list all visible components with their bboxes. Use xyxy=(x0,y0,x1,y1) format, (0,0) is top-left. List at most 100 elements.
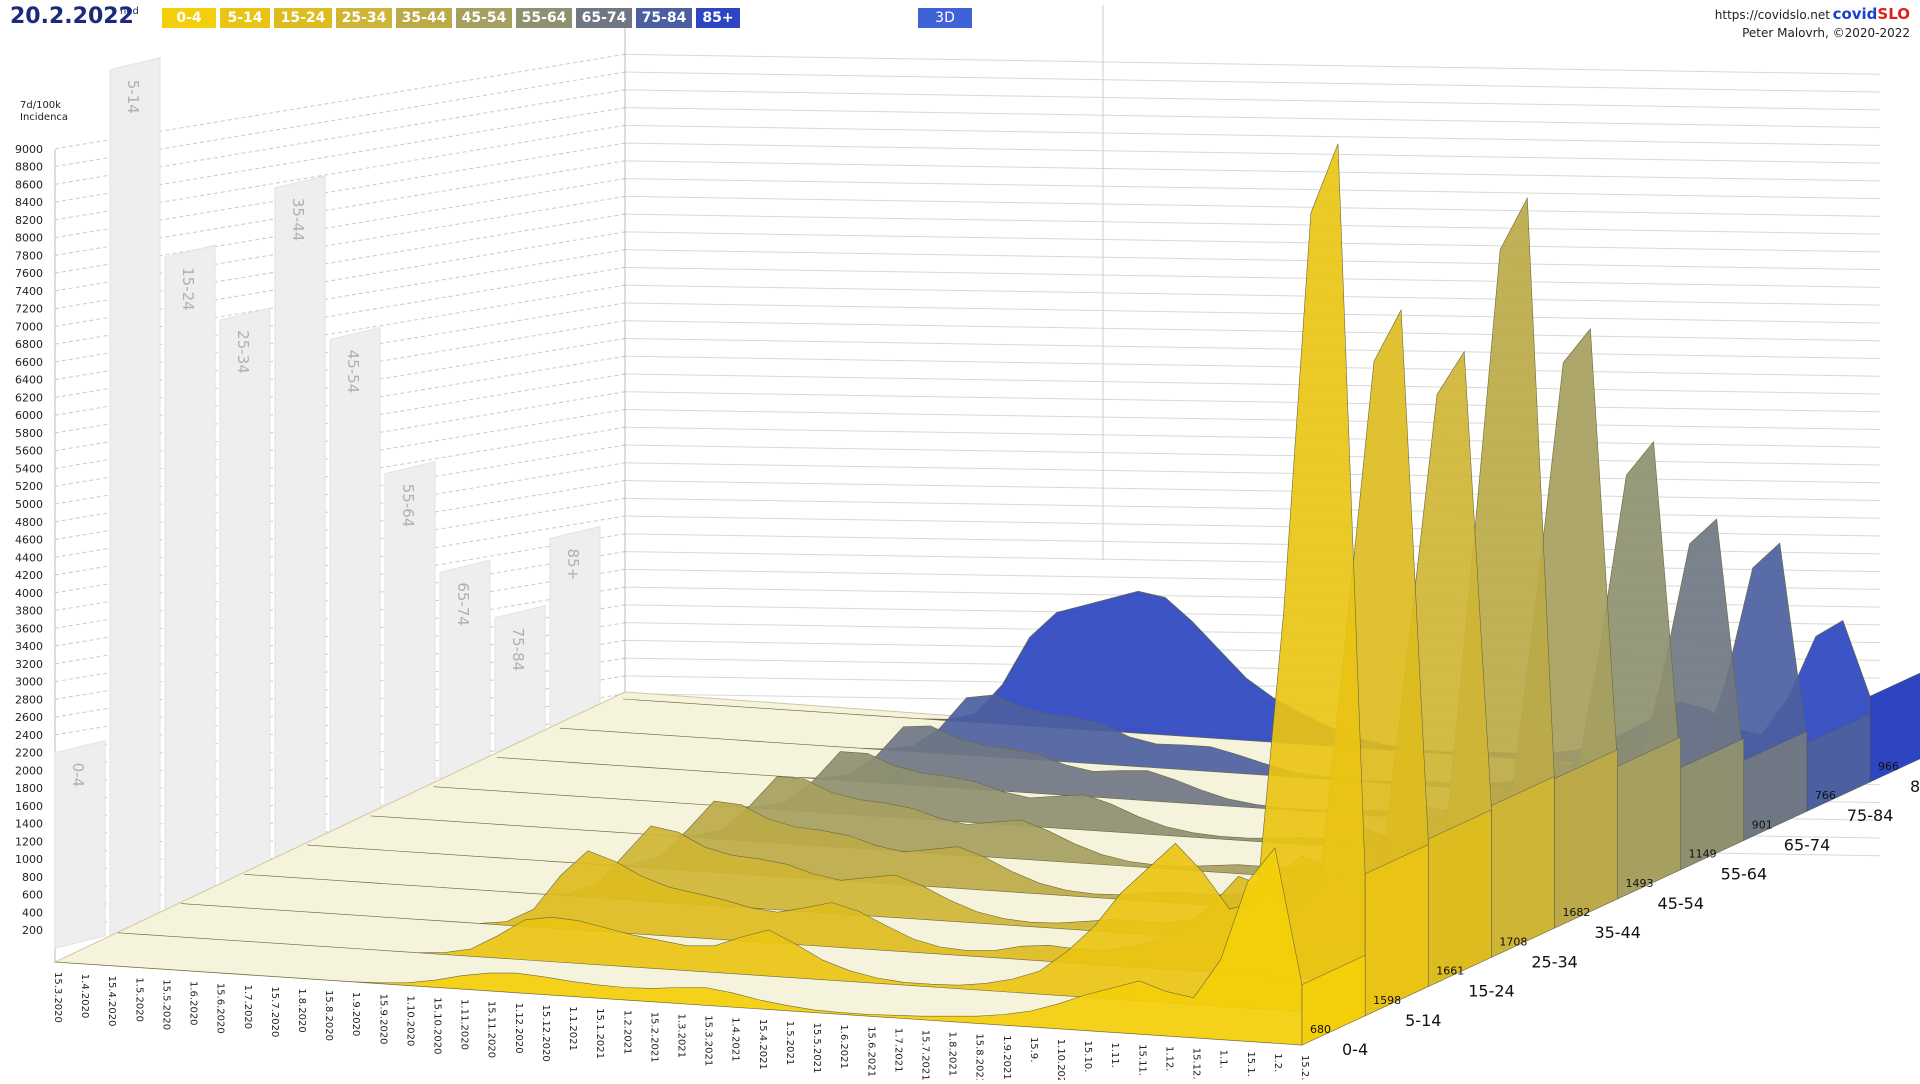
front-slab-25-34 xyxy=(1491,776,1555,958)
x-tick-label: 1.8.2020 xyxy=(296,988,307,1033)
x-tick-label: 1.5.2021 xyxy=(784,1021,795,1066)
y-tick-label: 2200 xyxy=(15,747,43,760)
age-button-0-4[interactable]: 0-4 xyxy=(162,8,216,28)
age-button-55-64[interactable]: 55-64 xyxy=(516,8,572,28)
peak-bar-15-24 xyxy=(164,244,216,933)
brand-part1: covid xyxy=(1832,5,1878,23)
y-tick-label: 400 xyxy=(22,906,43,919)
current-value-5-14: 1598 xyxy=(1373,994,1401,1007)
grid-line-back xyxy=(624,568,1881,590)
grid-line-left xyxy=(54,266,626,363)
grid-line-left xyxy=(54,284,626,381)
grid-line-back xyxy=(624,160,1881,182)
weekday-label: ned xyxy=(120,6,139,17)
series-label-65-74: 65-74 xyxy=(1784,835,1831,854)
series-label-85+: 85+ xyxy=(1910,777,1920,796)
grid-line-back xyxy=(624,231,1881,253)
y-tick-label: 3600 xyxy=(15,622,43,635)
age-button-35-44[interactable]: 35-44 xyxy=(396,8,452,28)
y-tick-label: 2600 xyxy=(15,711,43,724)
peak-label: 25-34 xyxy=(234,330,252,374)
x-tick-label: 1.11. xyxy=(1109,1042,1120,1067)
peak-label: 75-84 xyxy=(509,628,527,672)
y-tick-label: 1200 xyxy=(15,835,43,848)
series-ridges: 966 85+ 766 75-84 901 65-74 1149 55-64 1493 45-54… xyxy=(54,143,1920,1059)
grid-line-back xyxy=(624,337,1881,359)
x-tick-label: 15.8.2020 xyxy=(323,990,334,1041)
y-tick-label: 200 xyxy=(22,924,43,937)
y-tick-label: 4400 xyxy=(15,551,43,564)
grid-line-left xyxy=(54,142,626,239)
x-tick-label: 15.6.2021 xyxy=(865,1026,876,1077)
y-tick-label: 3000 xyxy=(15,676,43,689)
grid-line-back xyxy=(624,604,1881,626)
x-tick-label: 15.10. xyxy=(1082,1041,1093,1073)
y-tick-label: 7000 xyxy=(15,320,43,333)
grid-line-left xyxy=(54,89,626,185)
y-tick-label: 4200 xyxy=(15,569,43,582)
peak-bar-25-34 xyxy=(219,307,271,925)
x-tick-label: 1.4.2021 xyxy=(730,1017,741,1062)
y-tick-label: 7200 xyxy=(15,303,43,316)
age-button-75-84[interactable]: 75-84 xyxy=(636,8,692,28)
x-tick-label: 15.3.2021 xyxy=(703,1015,714,1066)
front-slab-15-24 xyxy=(1427,809,1492,987)
current-value-45-54: 1493 xyxy=(1626,877,1654,890)
y-tick-label: 1400 xyxy=(15,818,43,831)
y-tick-label: 8400 xyxy=(15,196,43,209)
series-label-75-84: 75-84 xyxy=(1847,806,1894,825)
x-tick-label: 1.4.2020 xyxy=(79,974,90,1019)
y-tick-label: 8800 xyxy=(15,161,43,174)
peak-label: 35-44 xyxy=(289,198,307,242)
y-tick-label: 2000 xyxy=(15,764,43,777)
grid-line-back xyxy=(624,462,1881,484)
site-url[interactable]: https://covidslo.net xyxy=(1714,8,1830,22)
x-tick-label: 15.12.2020 xyxy=(540,1004,551,1061)
age-button-65-74[interactable]: 65-74 xyxy=(576,8,632,28)
grid-line-back xyxy=(624,480,1881,502)
age-button-5-14[interactable]: 5-14 xyxy=(220,8,270,28)
y-tick-label: 8200 xyxy=(15,214,43,227)
x-tick-label: 15.4.2020 xyxy=(106,976,117,1027)
x-tick-label: 1.8.2021 xyxy=(947,1032,958,1077)
current-value-35-44: 1682 xyxy=(1562,906,1590,919)
x-tick-label: 1.6.2020 xyxy=(188,981,199,1026)
peak-label: 55-64 xyxy=(399,484,417,528)
y-tick-label: 6000 xyxy=(15,409,43,422)
y-tick-label: 3200 xyxy=(15,658,43,671)
y-tick-label: 5800 xyxy=(15,427,43,440)
y-tick-label: 7400 xyxy=(15,285,43,298)
y-tick-label: 5600 xyxy=(15,445,43,458)
front-slab-35-44 xyxy=(1554,749,1618,929)
x-tick-label: 1.1.2021 xyxy=(567,1006,578,1051)
x-tick-label: 15.9.2020 xyxy=(377,994,388,1045)
grid-line-back xyxy=(624,142,1881,164)
grid-line-back xyxy=(624,355,1881,377)
3d-mode-button[interactable]: 3D xyxy=(918,8,972,28)
grid-line-left xyxy=(54,71,626,168)
current-value-55-64: 1149 xyxy=(1689,848,1717,861)
age-button-45-54[interactable]: 45-54 xyxy=(456,8,512,28)
x-tick-label: 15.6.2020 xyxy=(215,983,226,1034)
y-axis-label: 7d/100k Incidenca xyxy=(20,100,69,123)
age-button-25-34[interactable]: 25-34 xyxy=(336,8,392,28)
grid-line-left xyxy=(54,124,626,221)
grid-line-back xyxy=(624,71,1881,93)
grid-line-back xyxy=(624,89,1881,111)
x-tick-label: 15.1.2021 xyxy=(594,1008,605,1059)
ridge-0-4 xyxy=(54,847,1303,1046)
grid-line-left xyxy=(54,107,626,203)
x-tick-label: 1.2.2021 xyxy=(621,1010,632,1055)
grid-line-back xyxy=(624,320,1881,342)
x-tick-label: 1.1. xyxy=(1218,1050,1229,1069)
x-tick-label: 15.4.2021 xyxy=(757,1019,768,1070)
grid-line-back xyxy=(624,409,1881,430)
y-tick-label: 6600 xyxy=(15,356,43,369)
age-button-85plus[interactable]: 85+ xyxy=(696,8,740,28)
y-tick-label: 4000 xyxy=(15,587,43,600)
x-tick-label: 15.8.2021 xyxy=(974,1033,985,1080)
age-button-15-24[interactable]: 15-24 xyxy=(274,8,332,28)
x-tick-label: 15.12. xyxy=(1191,1048,1202,1080)
